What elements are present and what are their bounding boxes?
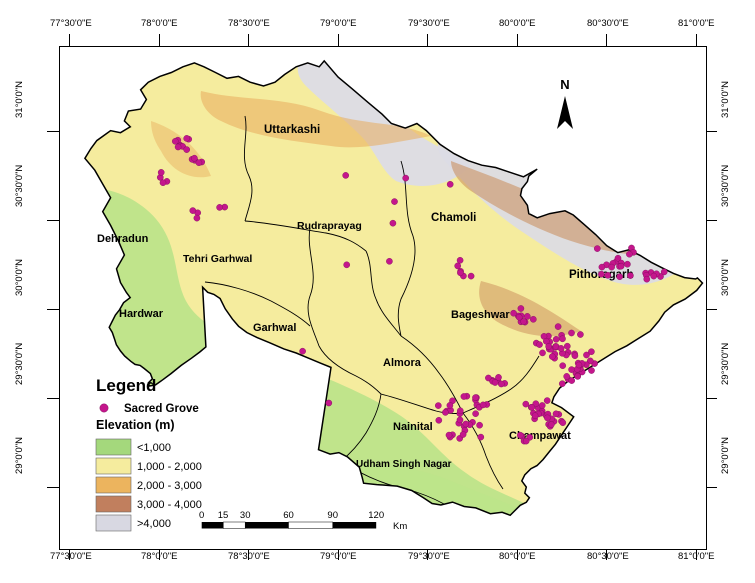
svg-text:0: 0 <box>199 510 204 521</box>
svg-text:Uttarkashi: Uttarkashi <box>264 124 320 136</box>
svg-text:Tehri Garhwal: Tehri Garhwal <box>183 253 252 265</box>
svg-text:1,000 - 2,000: 1,000 - 2,000 <box>137 461 202 473</box>
svg-text:Chamoli: Chamoli <box>431 212 476 224</box>
svg-text:Udham Singh Nagar: Udham Singh Nagar <box>356 459 452 470</box>
svg-text:Almora: Almora <box>383 357 422 369</box>
svg-text:<1,000: <1,000 <box>137 442 171 454</box>
svg-text:120: 120 <box>368 510 384 521</box>
svg-text:>4,000: >4,000 <box>137 518 171 530</box>
svg-text:3,000 - 4,000: 3,000 - 4,000 <box>137 499 202 511</box>
svg-text:2,000 - 3,000: 2,000 - 3,000 <box>137 480 202 492</box>
svg-text:N: N <box>560 77 569 92</box>
svg-text:Legend: Legend <box>96 376 156 395</box>
svg-text:30: 30 <box>240 510 251 521</box>
svg-text:15: 15 <box>218 510 229 521</box>
svg-text:Km: Km <box>393 521 407 532</box>
svg-text:Sacred Grove: Sacred Grove <box>124 403 199 415</box>
svg-text:60: 60 <box>283 510 294 521</box>
svg-text:90: 90 <box>327 510 338 521</box>
svg-text:Nainital: Nainital <box>393 421 433 433</box>
svg-text:Hardwar: Hardwar <box>119 308 164 320</box>
svg-text:Elevation (m): Elevation (m) <box>96 418 175 432</box>
svg-text:Garhwal: Garhwal <box>253 322 296 334</box>
svg-text:Rudraprayag: Rudraprayag <box>297 220 362 232</box>
svg-text:Dehradun: Dehradun <box>97 233 149 245</box>
svg-text:Bageshwar: Bageshwar <box>451 309 510 321</box>
